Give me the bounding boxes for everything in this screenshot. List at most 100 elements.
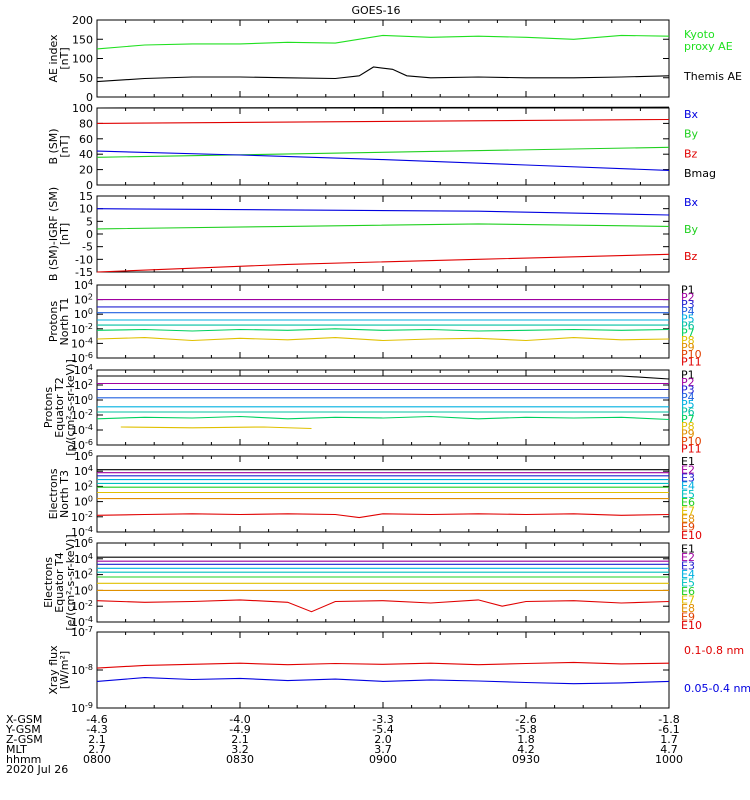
y-axis-title: ElectronsNorth T3 <box>47 468 71 519</box>
y-tick-label: 104 <box>74 552 93 566</box>
y-tick-label: 10-6 <box>71 438 93 452</box>
legend-entry: E3 <box>681 559 695 572</box>
x-tick-value: 1.8 <box>517 733 535 746</box>
legend-entry: 0.1-0.8 nm <box>684 644 744 657</box>
legend-entry: P11 <box>681 355 702 368</box>
x-row-label: 2020 Jul 26 <box>6 763 68 776</box>
y-tick-label: 100 <box>74 495 93 509</box>
panel-frame <box>96 631 670 709</box>
legend-entry: 0.05-0.4 nm <box>684 682 750 695</box>
y-tick-label: 10-6 <box>71 351 93 365</box>
x-tick-value: -4.6 <box>86 713 107 726</box>
y-tick-label: 10-4 <box>71 615 93 629</box>
x-tick-value: 2.1 <box>231 733 249 746</box>
y-tick-label: 0 <box>86 228 93 241</box>
x-tick-value: 3.7 <box>374 743 392 756</box>
legend-entry: P5 <box>681 398 695 411</box>
series-e10 <box>96 513 670 519</box>
legend-entry: Bmag <box>684 167 716 180</box>
legend-entry: E10 <box>681 619 702 632</box>
y-axis-title: ProtonsEquator T2[p/(cm²-s-sr-keV)] <box>42 359 77 456</box>
series-0-05-0-4-nm <box>96 677 670 685</box>
y-tick-label: 10-2 <box>71 599 93 613</box>
y-tick-label: 10 <box>79 203 93 216</box>
y-tick-label: 50 <box>79 72 93 85</box>
y-tick-label: -5 <box>82 241 93 254</box>
x-tick-value: 2.1 <box>88 733 106 746</box>
y-tick-label: 10-2 <box>71 510 93 524</box>
x-tick-value: -6.1 <box>658 723 679 736</box>
y-axis-title: B (SM)[nT] <box>47 128 71 164</box>
series-bz <box>96 118 670 124</box>
y-tick-label: 40 <box>79 148 93 161</box>
legend-entry: E1 <box>681 455 695 468</box>
legend-entry: E6 <box>681 496 695 509</box>
x-tick-value: -4.9 <box>229 723 250 736</box>
y-tick-label: 10-4 <box>71 423 93 437</box>
panel-frame <box>96 284 670 359</box>
x-tick-value: 2.7 <box>88 743 106 756</box>
panel-frame <box>96 542 670 623</box>
y-tick-label: 102 <box>74 568 93 582</box>
y-tick-label: 10-4 <box>71 336 93 350</box>
legend-entry: P1 <box>681 284 695 297</box>
x-tick-value: 4.2 <box>517 743 535 756</box>
y-tick-label: 102 <box>74 479 93 493</box>
y-axis-title: ElectronsEquator T4[e/(cm²-s-sr-keV)] <box>42 534 77 630</box>
series-p7 <box>96 415 670 421</box>
series-by <box>96 146 670 158</box>
legend-entry: P10 <box>681 348 702 361</box>
series-themis-ae <box>96 66 670 83</box>
panel-frame <box>96 369 670 446</box>
y-tick-label: -10 <box>75 253 93 266</box>
legend-entry: P9 <box>681 428 695 441</box>
x-row-label: MLT <box>6 743 27 756</box>
legend-entry: P6 <box>681 406 695 419</box>
panel-frame <box>96 195 670 273</box>
legend-entry: By <box>684 128 699 141</box>
x-tick-value: 2.0 <box>374 733 392 746</box>
legend-entry: P3 <box>681 383 695 396</box>
legend-entry: P11 <box>681 442 702 455</box>
x-tick-value: -1.8 <box>658 713 679 726</box>
legend-entry: E10 <box>681 529 702 542</box>
legend-entry: P5 <box>681 312 695 325</box>
y-axis-title: Xray flux[W/m²] <box>47 645 71 695</box>
y-tick-label: 20 <box>79 164 93 177</box>
x-tick-value: 0800 <box>83 753 111 766</box>
y-tick-label: 104 <box>74 363 93 377</box>
legend-entry: E8 <box>681 513 695 526</box>
legend-entry: P6 <box>681 320 695 333</box>
x-tick-value: -5.4 <box>372 723 393 736</box>
legend-entry: E7 <box>681 504 695 517</box>
legend-entry: P4 <box>681 391 695 404</box>
legend-entry: E2 <box>681 551 695 564</box>
legend-entry: By <box>684 223 699 236</box>
legend-entry: P2 <box>681 376 695 389</box>
x-tick-value: 0900 <box>369 753 397 766</box>
series-bx <box>96 208 670 216</box>
y-tick-label: 150 <box>72 33 93 46</box>
y-tick-label: 10-7 <box>71 625 93 639</box>
y-tick-label: 0 <box>86 91 93 104</box>
x-tick-value: -4.0 <box>229 713 250 726</box>
panel-frame <box>96 455 670 533</box>
legend-entry: E5 <box>681 576 695 589</box>
x-tick-value: -3.3 <box>372 713 393 726</box>
legend-entry: P3 <box>681 298 695 311</box>
y-tick-label: 200 <box>72 14 93 27</box>
series-p1 <box>97 375 670 380</box>
legend-entry: P9 <box>681 341 695 354</box>
y-tick-label: 100 <box>72 53 93 66</box>
x-tick-value: 1000 <box>655 753 683 766</box>
legend-entry: P4 <box>681 305 695 318</box>
series-p8 <box>96 337 670 342</box>
series-bx <box>96 150 670 171</box>
legend-entry: Bz <box>684 147 698 160</box>
